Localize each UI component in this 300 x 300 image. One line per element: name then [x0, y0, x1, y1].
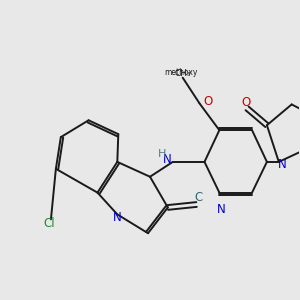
- Text: CH₃: CH₃: [174, 69, 191, 78]
- Text: N: N: [113, 212, 122, 224]
- Text: Cl: Cl: [44, 217, 55, 230]
- Text: N: N: [163, 153, 172, 166]
- Text: N: N: [278, 158, 287, 171]
- Text: N: N: [217, 203, 226, 216]
- Text: H: H: [158, 148, 166, 159]
- Text: O: O: [241, 96, 250, 109]
- Text: C: C: [194, 191, 203, 205]
- Text: methoxy: methoxy: [164, 68, 198, 77]
- Text: O: O: [203, 95, 212, 108]
